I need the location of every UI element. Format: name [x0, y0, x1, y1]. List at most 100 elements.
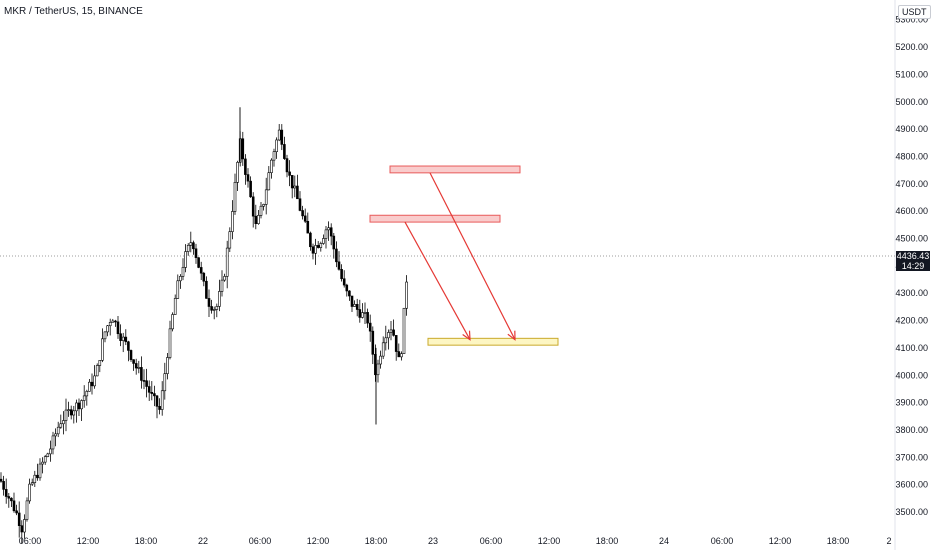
time-tick-label: 12:00: [307, 536, 330, 546]
candle-body: [4, 489, 8, 497]
candle-body: [142, 380, 146, 382]
candle-body: [124, 336, 128, 343]
candle-body: [153, 393, 156, 397]
candle-body: [218, 291, 221, 307]
price-tick-label: 5100.00: [895, 69, 928, 79]
candle-body: [10, 497, 13, 502]
candle-body: [358, 309, 362, 318]
candle-body: [106, 325, 109, 333]
candle-body: [329, 227, 333, 237]
candle-body: [69, 409, 73, 416]
candle-body: [298, 198, 302, 211]
candle-body: [280, 129, 284, 145]
candle-body: [290, 175, 294, 189]
time-tick-label: 23: [428, 536, 438, 546]
price-tick-label: 3800.00: [895, 425, 928, 435]
candle-body: [179, 276, 182, 282]
candle-body: [270, 159, 273, 174]
candle-body: [220, 279, 224, 292]
candle-body: [72, 410, 76, 416]
zone-upper-resistance[interactable]: [389, 165, 521, 174]
candle-body: [88, 381, 91, 392]
candle-body: [275, 139, 278, 153]
candle-body: [51, 435, 55, 450]
candle-body: [335, 248, 338, 263]
candle-body: [140, 367, 143, 381]
candle-body: [7, 496, 11, 499]
candle-body: [168, 328, 172, 358]
candle-body: [82, 395, 86, 401]
candle-body: [350, 295, 354, 307]
candle-body: [301, 210, 304, 217]
candle-body: [56, 426, 60, 435]
price-tick-label: 3600.00: [895, 480, 928, 490]
price-tick-label: 5300.00: [895, 15, 928, 25]
bar-countdown: 14:29: [901, 261, 925, 271]
price-tick-label: 4500.00: [895, 234, 928, 244]
time-tick-label: 06:00: [711, 536, 734, 546]
arrow-head-2: [507, 330, 516, 341]
candle-body: [173, 298, 177, 315]
candle-body: [319, 243, 323, 248]
candle-body: [392, 329, 395, 336]
candle-body: [215, 306, 219, 310]
candle-body: [194, 248, 198, 258]
candle-body: [309, 232, 312, 248]
candle-body: [90, 381, 94, 387]
candle-body: [160, 390, 164, 410]
candle-body: [166, 357, 169, 374]
zone-lower-resistance[interactable]: [369, 214, 501, 223]
price-tick-label: 5200.00: [895, 42, 928, 52]
arrow-line-1[interactable]: [404, 221, 471, 340]
candle-body: [108, 322, 112, 327]
arrow-line-2[interactable]: [429, 172, 516, 340]
candle-body: [98, 360, 102, 366]
candle-body: [114, 320, 117, 323]
candle-body: [2, 481, 5, 490]
last-price-tag: 4436.43 14:29: [896, 251, 930, 271]
candle-body: [394, 335, 398, 352]
candle-body: [376, 363, 380, 376]
candle-body: [228, 231, 232, 249]
candle-body: [241, 138, 245, 160]
time-tick-label: 12:00: [538, 536, 561, 546]
candle-body: [197, 257, 200, 268]
time-tick-label: 18:00: [365, 536, 388, 546]
candle-body: [303, 215, 307, 222]
candle-body: [155, 395, 159, 407]
candle-body: [38, 463, 42, 479]
candle-body: [132, 359, 135, 364]
candle-body: [199, 267, 203, 274]
candle-body: [381, 342, 385, 357]
candle-body: [210, 306, 213, 311]
candle-body: [225, 247, 229, 277]
candle-body: [176, 280, 180, 299]
zone-support-target[interactable]: [427, 337, 559, 346]
candle-body: [296, 185, 299, 200]
candle-body: [368, 322, 372, 332]
candle-body: [314, 245, 317, 254]
candle-body: [59, 423, 63, 428]
candle-body: [186, 244, 190, 252]
candle-body: [15, 510, 18, 514]
time-tick-label: 06:00: [19, 536, 42, 546]
price-tick-label: 4200.00: [895, 316, 928, 326]
candle-body: [189, 242, 193, 246]
candle-body: [337, 261, 341, 270]
price-tick-label: 3900.00: [895, 398, 928, 408]
candle-body: [327, 227, 330, 231]
currency-badge[interactable]: USDT: [898, 5, 931, 19]
candle-body: [43, 456, 47, 463]
candle-body: [116, 321, 120, 335]
price-tick-label: 3500.00: [895, 507, 928, 517]
candle-body: [249, 180, 252, 198]
last-price-value: 4436.43: [896, 251, 930, 261]
symbol-title: MKR / TetherUS, 15, BINANCE: [4, 6, 143, 17]
price-tick-label: 5000.00: [895, 97, 928, 107]
candle-body: [246, 174, 250, 182]
candle-body: [259, 205, 263, 216]
candle-body: [288, 171, 291, 176]
candle-body: [316, 245, 320, 248]
